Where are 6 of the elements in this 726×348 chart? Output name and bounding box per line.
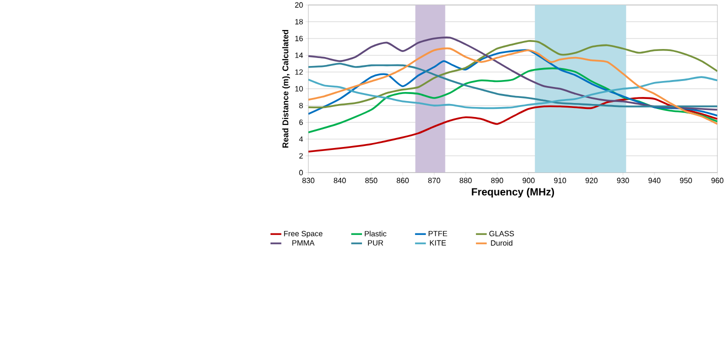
line-series <box>308 76 718 110</box>
line-series <box>308 97 718 153</box>
line-series <box>308 68 718 134</box>
line-series <box>308 62 718 108</box>
x-axis-title: Frequency (MHz) <box>472 188 554 198</box>
y-axis-title: Read Distance (m), Calculated <box>282 30 290 148</box>
